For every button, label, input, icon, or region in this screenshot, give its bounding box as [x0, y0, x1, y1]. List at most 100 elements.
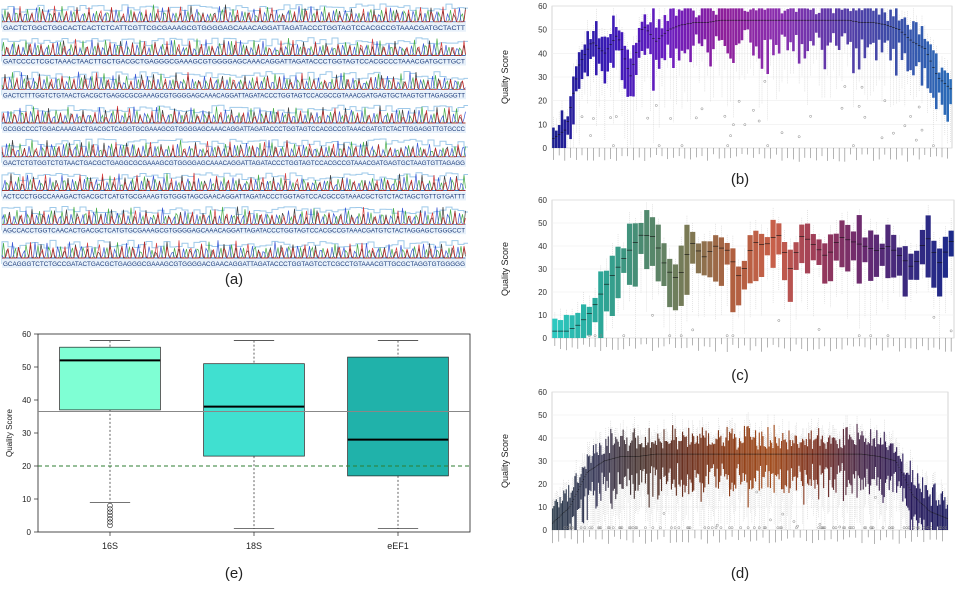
box [866, 444, 868, 469]
box [793, 242, 799, 270]
box [655, 224, 661, 282]
box [798, 447, 800, 466]
box [917, 473, 919, 530]
outlier-point [634, 526, 637, 530]
box [813, 440, 815, 481]
box [732, 438, 734, 492]
y-tick-label: 60 [538, 196, 547, 205]
box [855, 10, 858, 49]
box [693, 436, 695, 491]
y-tick-label: 0 [543, 334, 548, 343]
box [628, 445, 630, 481]
outlier-point [739, 526, 743, 530]
box [555, 130, 558, 148]
outlier-point [609, 116, 612, 119]
y-tick-label: 30 [538, 73, 547, 82]
box [620, 435, 622, 485]
box [621, 248, 627, 273]
box [772, 448, 774, 474]
chromatogram-row: ACTCCCTGGCCAAAGACTGACGCTCATGTGCGAAAGTGTG… [1, 172, 470, 201]
box [912, 469, 914, 530]
outlier-point [817, 526, 821, 530]
box [592, 297, 598, 323]
sequence-strip [2, 225, 466, 235]
box [806, 446, 809, 484]
box [635, 42, 638, 76]
box [757, 8, 761, 59]
outlier-point [914, 138, 918, 142]
box [845, 224, 851, 272]
box [572, 76, 575, 125]
box [759, 233, 765, 277]
box [568, 485, 570, 530]
box [941, 491, 943, 530]
outlier-point [781, 512, 785, 516]
box [649, 22, 652, 55]
box [776, 443, 778, 477]
box [704, 437, 706, 488]
box [672, 425, 674, 484]
box [720, 435, 722, 476]
outlier-point [752, 108, 755, 112]
box [632, 45, 635, 97]
box [741, 443, 743, 482]
box [919, 229, 925, 265]
outlier-point [780, 131, 784, 135]
sequence-strip [2, 191, 466, 201]
box [606, 37, 609, 72]
chromatogram-row: GCAGGGTCTCTGCCGATACTGACGCTGAGGGCGAAAGCGT… [1, 239, 470, 268]
box [573, 487, 575, 517]
outlier-point [599, 526, 603, 530]
box [643, 447, 645, 470]
box [587, 456, 590, 495]
box [867, 442, 869, 484]
box [823, 442, 825, 489]
box [592, 30, 595, 57]
box [696, 435, 698, 474]
box [629, 58, 632, 97]
box [741, 260, 747, 290]
quality-trace [1, 104, 470, 129]
box [699, 433, 701, 483]
box [630, 442, 632, 495]
box [667, 258, 673, 308]
box [680, 440, 682, 480]
box [711, 442, 713, 468]
box [751, 439, 753, 490]
box [637, 435, 639, 491]
box [745, 436, 747, 475]
outlier-point [821, 526, 824, 530]
outlier-point [606, 526, 610, 530]
box [788, 430, 790, 494]
outlier-point [780, 526, 783, 530]
box [793, 443, 795, 478]
box [584, 466, 586, 497]
box [685, 436, 687, 486]
box [895, 8, 898, 76]
box [612, 445, 614, 491]
box [683, 8, 687, 54]
box [800, 442, 802, 482]
box [817, 12, 821, 38]
box [578, 482, 580, 509]
box [944, 497, 946, 530]
box [949, 79, 952, 105]
box [887, 450, 889, 476]
outlier-point [723, 114, 727, 118]
box [719, 437, 721, 482]
outlier-point [651, 526, 655, 530]
box [592, 445, 595, 496]
box [779, 448, 781, 470]
sequence-text: GCAGGGTCTCTGCCGATACTGACGCTGAGGGCGAAAGCGT… [3, 262, 465, 268]
sequence-text: AGCCACCTGGTCAACACTGACGCTCATGTGCGAAAGCGTG… [3, 228, 465, 234]
box [792, 8, 795, 52]
box [552, 127, 555, 148]
box [603, 270, 610, 312]
panel-a: GACTCTGGCTGGCACTCACTCTCATTCGTTCGCGAAAGCG… [0, 0, 470, 270]
outlier-point [949, 329, 953, 333]
box [820, 8, 824, 50]
box [631, 440, 633, 475]
box [797, 444, 799, 478]
outlier-point [680, 144, 684, 147]
box [923, 38, 927, 69]
